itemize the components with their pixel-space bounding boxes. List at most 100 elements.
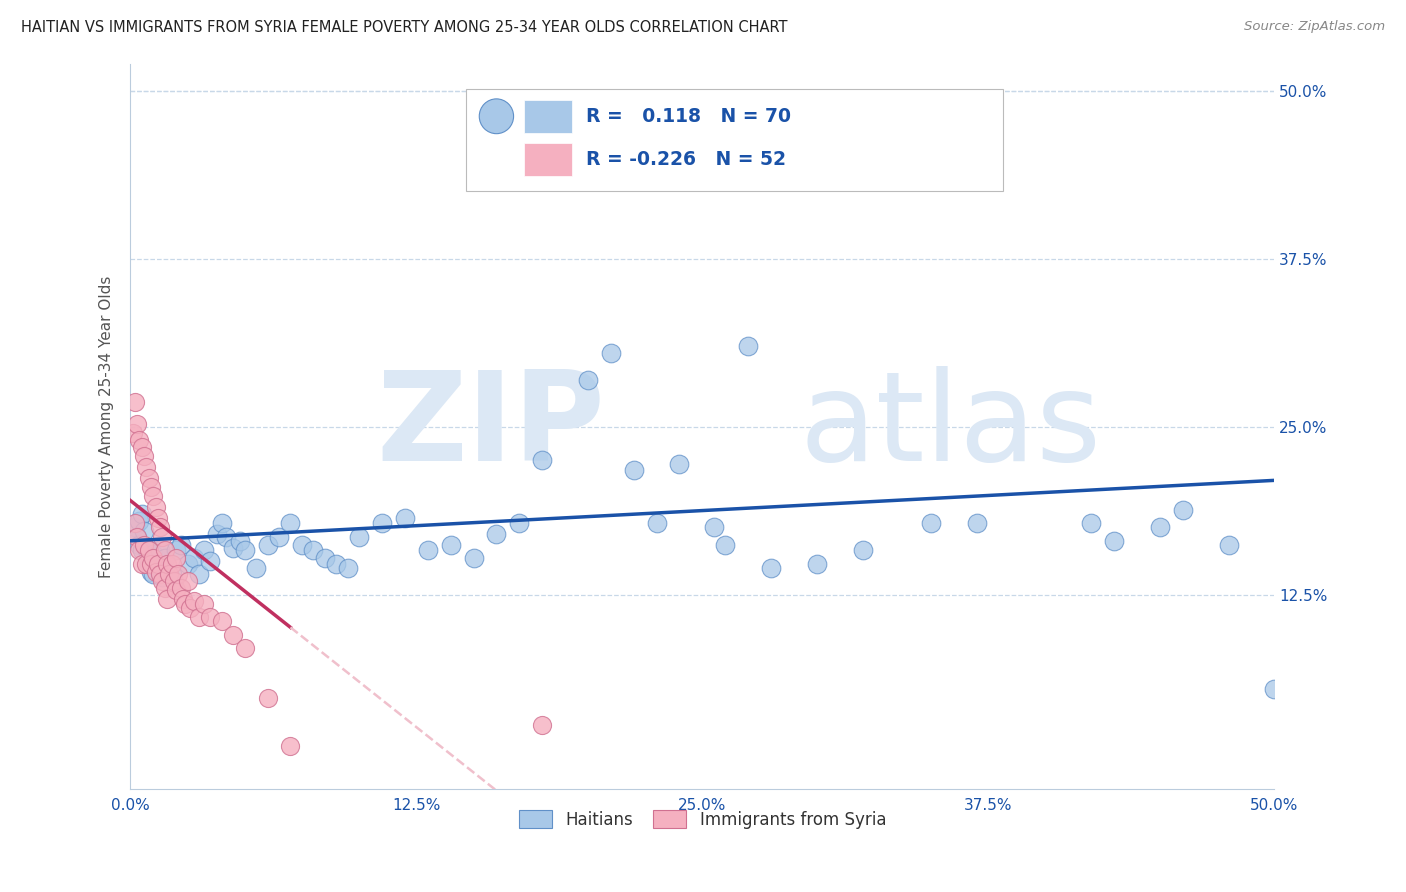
Point <box>211 615 233 629</box>
Point <box>124 395 146 409</box>
Point <box>153 551 176 566</box>
Point <box>623 462 645 476</box>
Point <box>142 551 165 566</box>
Point <box>211 516 233 531</box>
Point <box>176 557 198 571</box>
Point <box>138 557 160 571</box>
Point <box>165 551 187 566</box>
Point <box>149 567 172 582</box>
Point <box>132 524 155 539</box>
Point <box>256 690 278 705</box>
Point <box>508 516 530 531</box>
Point <box>128 543 150 558</box>
Point <box>163 574 186 588</box>
Point <box>121 426 143 441</box>
Point <box>394 511 416 525</box>
Point <box>463 551 485 566</box>
Point <box>222 541 245 555</box>
Point <box>138 471 160 485</box>
FancyBboxPatch shape <box>524 100 572 133</box>
Point <box>139 480 162 494</box>
Point <box>737 339 759 353</box>
Point <box>150 570 173 584</box>
Point <box>127 530 149 544</box>
Point <box>124 516 146 531</box>
Point <box>416 543 439 558</box>
Point <box>531 453 554 467</box>
Legend: Haitians, Immigrants from Syria: Haitians, Immigrants from Syria <box>512 804 893 835</box>
Point <box>485 527 508 541</box>
Point <box>150 530 173 544</box>
Point <box>146 557 169 571</box>
Point <box>440 538 463 552</box>
Point <box>156 565 179 579</box>
Point <box>135 557 157 571</box>
Point <box>183 551 205 566</box>
Text: Source: ZipAtlas.com: Source: ZipAtlas.com <box>1244 20 1385 33</box>
Point <box>371 516 394 531</box>
Point <box>149 543 172 558</box>
Point <box>128 433 150 447</box>
Y-axis label: Female Poverty Among 25-34 Year Olds: Female Poverty Among 25-34 Year Olds <box>100 276 114 578</box>
Point <box>806 557 828 571</box>
Point <box>139 565 162 579</box>
Point <box>131 557 153 571</box>
Point <box>576 373 599 387</box>
Point <box>599 345 621 359</box>
Ellipse shape <box>479 99 513 134</box>
Point <box>160 557 183 571</box>
Point <box>153 581 176 595</box>
Point <box>156 591 179 606</box>
Point <box>149 520 172 534</box>
Point <box>336 560 359 574</box>
Point <box>142 490 165 504</box>
FancyBboxPatch shape <box>524 143 572 177</box>
Point <box>1263 681 1285 696</box>
Point <box>135 459 157 474</box>
Point <box>132 449 155 463</box>
Point <box>138 543 160 558</box>
Point <box>347 530 370 544</box>
Point <box>233 543 256 558</box>
Point <box>156 557 179 571</box>
Point <box>1102 533 1125 548</box>
Point <box>183 594 205 608</box>
Text: atlas: atlas <box>800 366 1102 487</box>
Point <box>668 457 690 471</box>
Point <box>135 541 157 555</box>
Point <box>172 591 194 606</box>
Point <box>131 507 153 521</box>
Point <box>127 417 149 431</box>
Point <box>174 597 197 611</box>
Point <box>692 153 714 168</box>
Point <box>314 551 336 566</box>
Point <box>179 601 201 615</box>
Point <box>222 628 245 642</box>
Point <box>193 597 215 611</box>
Point <box>966 516 988 531</box>
Point <box>176 574 198 588</box>
Point <box>145 557 167 571</box>
Point <box>146 560 169 574</box>
Point <box>200 610 222 624</box>
Point <box>759 560 782 574</box>
Point <box>200 554 222 568</box>
Point <box>1080 516 1102 531</box>
Point <box>131 543 153 558</box>
Point <box>714 538 737 552</box>
Point <box>280 739 302 754</box>
Point <box>188 610 211 624</box>
Point <box>139 557 162 571</box>
Text: HAITIAN VS IMMIGRANTS FROM SYRIA FEMALE POVERTY AMONG 25-34 YEAR OLDS CORRELATIO: HAITIAN VS IMMIGRANTS FROM SYRIA FEMALE … <box>21 20 787 35</box>
Point <box>1149 520 1171 534</box>
Text: R = -0.226   N = 52: R = -0.226 N = 52 <box>586 150 786 169</box>
Point <box>132 538 155 552</box>
Point <box>145 500 167 515</box>
Point <box>169 538 191 552</box>
Point <box>131 440 153 454</box>
Point <box>302 543 325 558</box>
Point <box>128 538 150 552</box>
Point <box>142 547 165 561</box>
FancyBboxPatch shape <box>465 89 1004 191</box>
Point <box>325 557 347 571</box>
